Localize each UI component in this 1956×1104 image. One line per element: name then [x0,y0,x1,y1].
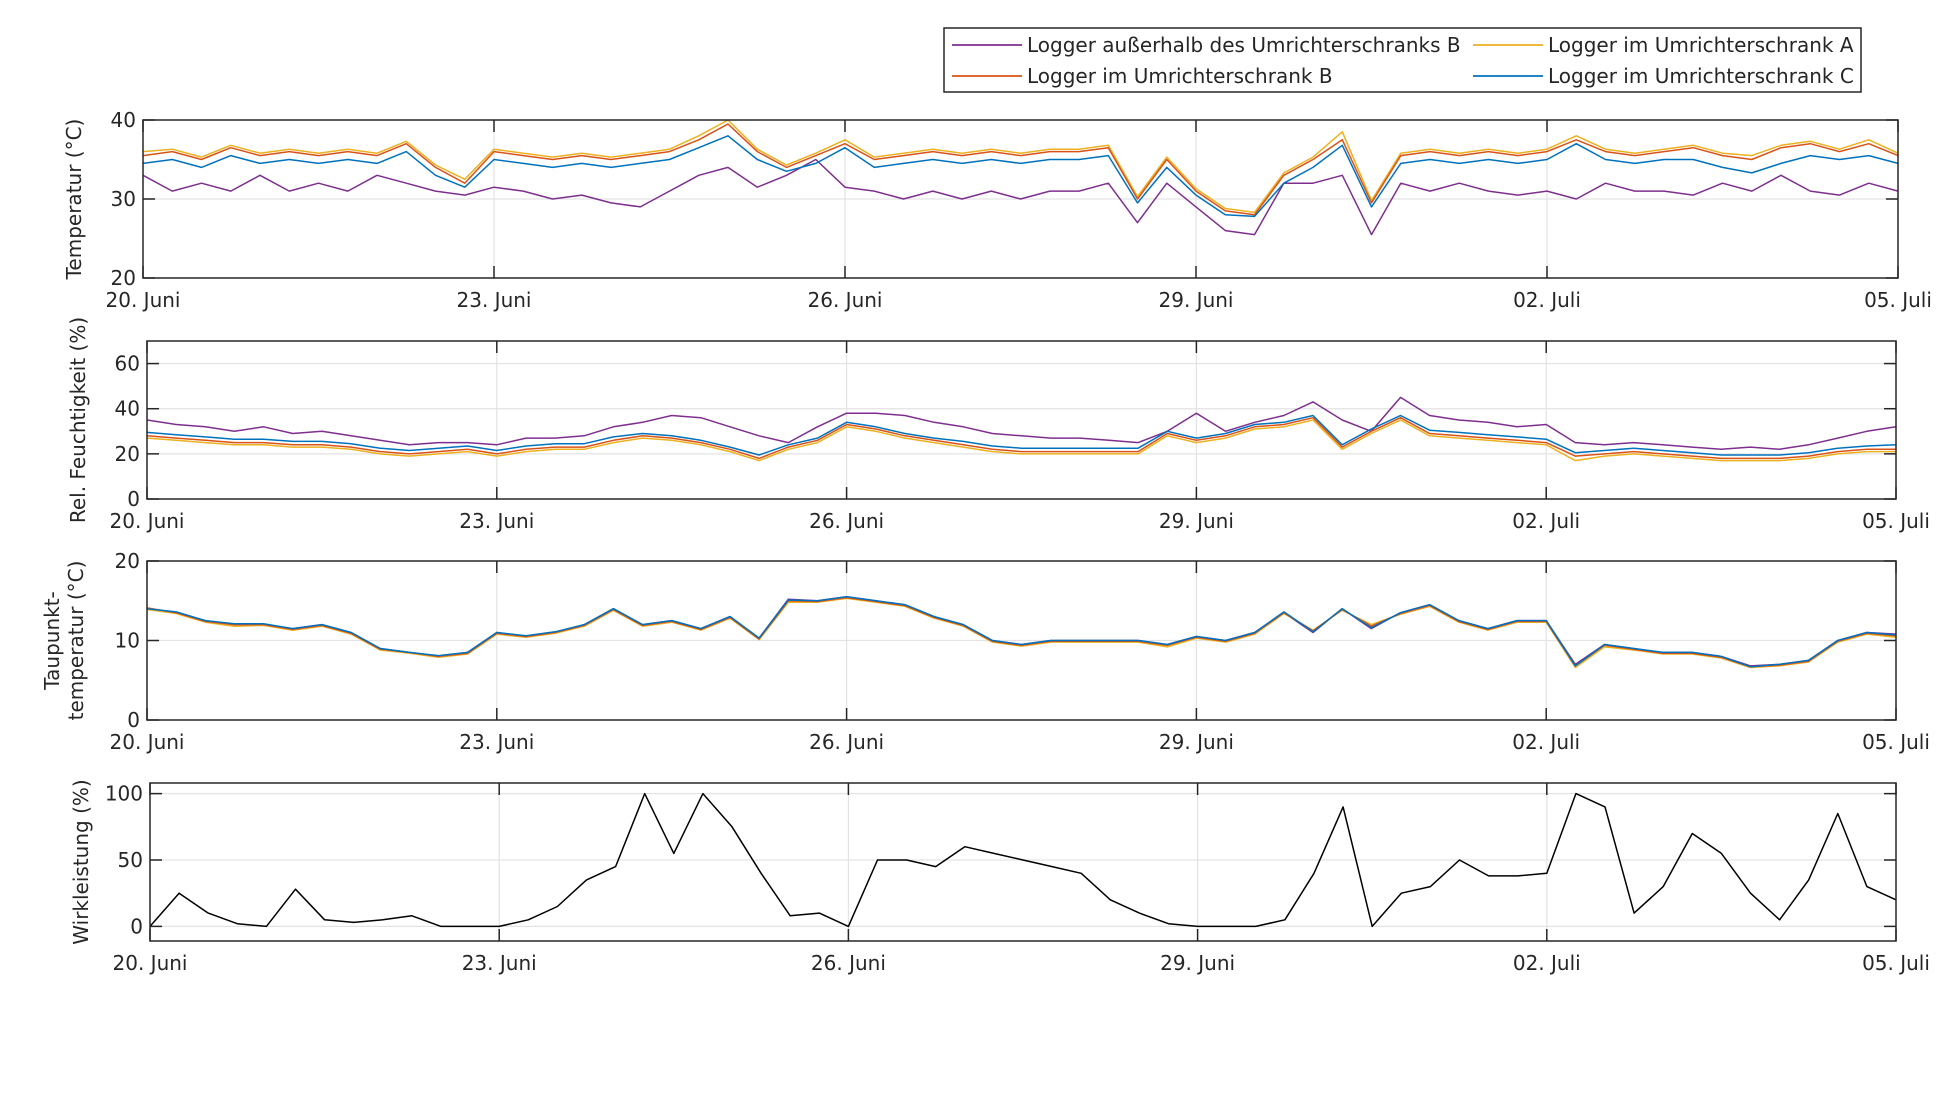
x-tick-label: 29. Juni [1159,288,1234,312]
x-tick-label: 26. Juni [809,730,884,754]
legend: Logger außerhalb des Umrichterschranks B… [943,27,1862,93]
series-line-2 [146,596,1897,668]
y-tick-label: 0 [127,487,140,511]
y-tick-label: 30 [111,187,136,211]
legend-label: Logger außerhalb des Umrichterschranks B [1027,33,1461,57]
y-tick-label: 40 [115,397,140,421]
x-tick-label: 23. Juni [459,509,534,533]
axes-box [149,782,1897,942]
y-tick-label: 40 [111,108,136,132]
y-axis-label: Temperatur (°C) [62,119,86,281]
series-line-1 [146,419,1896,462]
legend-box [943,27,1862,93]
y-tick-label: 60 [115,352,140,376]
legend-label: Logger im Umrichterschrank B [1027,64,1333,88]
y-tick-label: 50 [118,848,143,872]
x-tick-label: 05. Juli [1862,730,1930,754]
panel-3: 20. Juni 23. Juni 26. Juni 29. Juni 02. Juli… [69,779,1930,975]
series-line-2 [146,416,1896,460]
x-tick-label: 23. Juni [462,951,537,975]
x-tick-label: 29. Juni [1159,730,1234,754]
legend-label: Logger im Umrichterschrank A [1548,33,1854,57]
panel-1: 20. Juni 23. Juni 26. Juni 29. Juni 02. Juli… [66,317,1930,533]
x-tick-label: 05. Juli [1864,288,1932,312]
axes-box [146,340,1897,500]
y-axis-label: Taupunkt- [40,591,64,691]
y-tick-label: 10 [115,629,140,653]
y-tick-label: 20 [115,549,140,573]
series-line-0 [149,792,1897,928]
y-tick-label: 20 [111,266,136,290]
x-tick-label: 20. Juni [110,509,185,533]
x-tick-label: 20. Juni [110,730,185,754]
y-axis-label: Wirkleistung (%) [69,779,93,944]
x-tick-label: 20. Juni [106,288,181,312]
series-line-3 [146,596,1897,668]
series-line-0 [142,158,1899,236]
panel-0: 20. Juni 23. Juni 26. Juni 29. Juni 02. Juli… [62,108,1932,312]
y-axis-label: temperatur (°C) [64,561,88,721]
x-tick-label: 20. Juni [113,951,188,975]
x-tick-label: 05. Juli [1862,509,1930,533]
y-axis-label: Rel. Feuchtigkeit (%) [66,317,90,523]
y-tick-label: 100 [105,782,143,806]
series-line-3 [142,135,1899,218]
x-tick-label: 29. Juni [1159,509,1234,533]
x-tick-label: 02. Juli [1513,288,1581,312]
x-tick-label: 02. Juli [1513,951,1581,975]
x-tick-label: 23. Juni [459,730,534,754]
series-line-0 [146,596,1897,667]
y-tick-label: 20 [115,442,140,466]
x-tick-label: 23. Juni [457,288,532,312]
x-tick-label: 26. Juni [808,288,883,312]
y-tick-label: 0 [127,708,140,732]
x-tick-label: 02. Juli [1512,509,1580,533]
series-line-2 [142,123,1899,216]
series-line-3 [146,414,1897,456]
panel-2: 20. Juni 23. Juni 26. Juni 29. Juni 02. Juli… [40,549,1930,754]
legend-label: Logger im Umrichterschrank C [1548,64,1854,88]
series-line-1 [142,119,1899,214]
series-line-0 [146,396,1897,451]
x-tick-label: 02. Juli [1512,730,1580,754]
x-tick-label: 26. Juni [809,509,884,533]
y-tick-label: 0 [130,914,143,938]
x-tick-label: 26. Juni [811,951,886,975]
x-tick-label: 29. Juni [1160,951,1235,975]
series-line-1 [146,597,1897,669]
x-tick-label: 05. Juli [1862,951,1930,975]
